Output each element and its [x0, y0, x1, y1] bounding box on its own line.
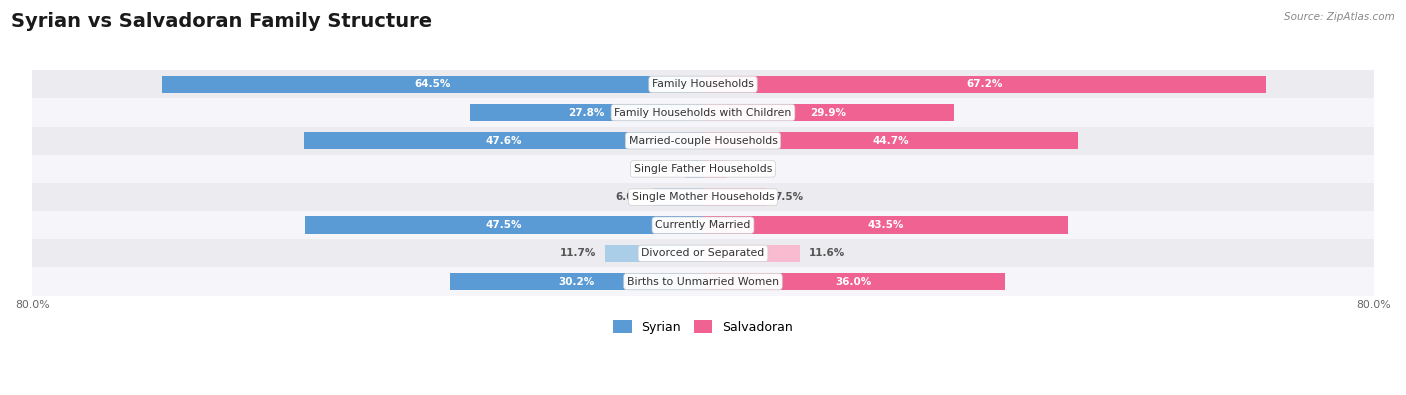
Bar — [305, 216, 703, 234]
Bar — [703, 188, 766, 206]
Text: 64.5%: 64.5% — [415, 79, 451, 89]
Text: 43.5%: 43.5% — [868, 220, 904, 230]
Bar — [703, 76, 1267, 93]
Bar — [703, 160, 727, 178]
Text: Births to Unmarried Women: Births to Unmarried Women — [627, 276, 779, 286]
Text: 47.6%: 47.6% — [485, 136, 522, 146]
Bar — [304, 132, 703, 149]
Bar — [685, 160, 703, 178]
Bar — [15, 183, 1391, 211]
Text: 30.2%: 30.2% — [558, 276, 595, 286]
Text: 67.2%: 67.2% — [966, 79, 1002, 89]
Bar — [450, 273, 703, 290]
Text: Single Father Households: Single Father Households — [634, 164, 772, 174]
Text: 2.9%: 2.9% — [735, 164, 765, 174]
Bar — [703, 216, 1067, 234]
Text: Source: ZipAtlas.com: Source: ZipAtlas.com — [1284, 12, 1395, 22]
Text: 44.7%: 44.7% — [872, 136, 908, 146]
Bar — [15, 98, 1391, 127]
Text: 27.8%: 27.8% — [568, 107, 605, 118]
Bar — [703, 245, 800, 262]
Text: 11.6%: 11.6% — [808, 248, 845, 258]
Bar — [15, 127, 1391, 155]
Bar — [15, 155, 1391, 183]
Bar — [470, 104, 703, 121]
Legend: Syrian, Salvadoran: Syrian, Salvadoran — [607, 315, 799, 339]
Text: 2.2%: 2.2% — [647, 164, 676, 174]
Text: 11.7%: 11.7% — [560, 248, 596, 258]
Text: Family Households with Children: Family Households with Children — [614, 107, 792, 118]
Bar — [605, 245, 703, 262]
Text: Married-couple Households: Married-couple Households — [628, 136, 778, 146]
Text: 6.0%: 6.0% — [616, 192, 644, 202]
Text: Single Mother Households: Single Mother Households — [631, 192, 775, 202]
Text: Currently Married: Currently Married — [655, 220, 751, 230]
Text: Divorced or Separated: Divorced or Separated — [641, 248, 765, 258]
Bar — [15, 70, 1391, 98]
Bar — [652, 188, 703, 206]
Text: 47.5%: 47.5% — [485, 220, 522, 230]
Text: 36.0%: 36.0% — [835, 276, 872, 286]
Bar — [15, 267, 1391, 295]
Text: 29.9%: 29.9% — [810, 107, 846, 118]
Bar — [703, 104, 953, 121]
Bar — [15, 239, 1391, 267]
Text: Syrian vs Salvadoran Family Structure: Syrian vs Salvadoran Family Structure — [11, 12, 433, 31]
Bar — [15, 211, 1391, 239]
Bar — [703, 132, 1078, 149]
Bar — [162, 76, 703, 93]
Text: 7.5%: 7.5% — [775, 192, 803, 202]
Bar — [703, 273, 1005, 290]
Text: Family Households: Family Households — [652, 79, 754, 89]
